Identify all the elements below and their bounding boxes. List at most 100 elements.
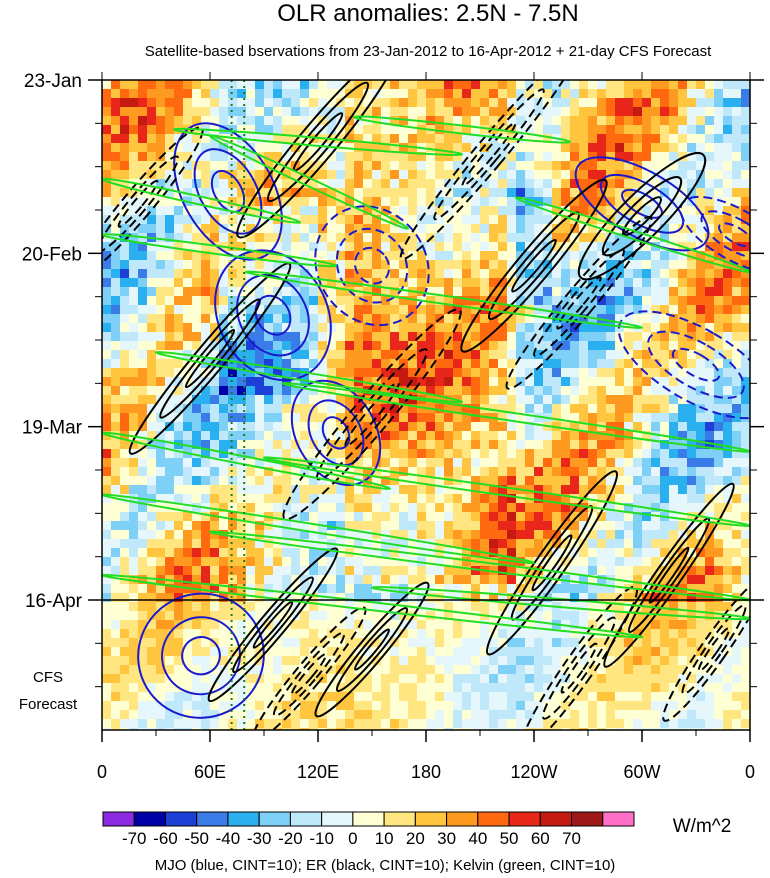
olr-cell [201,620,211,630]
olr-cell [579,440,589,450]
olr-cell [354,125,364,135]
olr-cell [219,575,229,585]
olr-cell [246,521,256,531]
olr-cell [102,584,112,594]
olr-cell [264,557,274,567]
olr-cell [327,647,337,657]
olr-cell [597,206,607,216]
olr-cell [687,413,697,423]
olr-cell [390,503,400,513]
olr-cell [219,386,229,396]
olr-cell [444,422,454,432]
olr-cell [606,233,616,243]
olr-cell [228,620,238,630]
olr-cell [579,593,589,603]
olr-cell [174,494,184,504]
olr-cell [633,152,643,162]
olr-cell [246,179,256,189]
olr-cell [327,161,337,171]
olr-cell [183,386,193,396]
olr-cell [138,440,148,450]
olr-cell [642,530,652,540]
olr-cell [426,314,436,324]
olr-cell [165,116,175,126]
olr-cell [102,575,112,585]
olr-cell [174,314,184,324]
olr-cell [507,107,517,117]
olr-cell [723,476,733,486]
olr-cell [696,449,706,459]
olr-cell [633,188,643,198]
olr-cell [705,404,715,414]
olr-cell [525,377,535,387]
olr-cell [246,575,256,585]
olr-cell [660,467,670,477]
olr-cell [138,557,148,567]
olr-cell [633,89,643,99]
olr-cell [147,116,157,126]
olr-cell [336,566,346,576]
olr-cell [174,332,184,342]
olr-cell [561,359,571,369]
olr-cell [399,269,409,279]
olr-cell [723,278,733,288]
olr-cell [732,197,742,207]
olr-cell [354,296,364,306]
olr-cell [507,431,517,441]
olr-cell [381,692,391,702]
olr-cell [516,350,526,360]
olr-cell [228,80,238,90]
olr-cell [291,602,301,612]
olr-cell [705,350,715,360]
olr-cell [336,422,346,432]
olr-cell [597,161,607,171]
olr-cell [345,188,355,198]
olr-cell [714,170,724,180]
olr-cell [678,179,688,189]
olr-cell [372,116,382,126]
olr-cell [255,125,265,135]
olr-cell [471,125,481,135]
olr-cell [201,476,211,486]
olr-cell [678,413,688,423]
olr-cell [264,143,274,153]
olr-cell [651,638,661,648]
olr-cell [417,665,427,675]
olr-cell [489,296,499,306]
olr-cell [372,467,382,477]
olr-cell [516,674,526,684]
olr-cell [111,80,121,90]
olr-cell [147,305,157,315]
olr-cell [516,692,526,702]
olr-cell [120,278,130,288]
olr-cell [606,665,616,675]
olr-cell [390,206,400,216]
olr-cell [300,404,310,414]
olr-cell [336,413,346,423]
olr-cell [129,476,139,486]
olr-cell [741,314,750,324]
olr-cell [210,530,220,540]
olr-cell [633,107,643,117]
olr-cell [165,611,175,621]
olr-cell [210,575,220,585]
olr-cell [435,89,445,99]
olr-cell [552,656,562,666]
olr-cell [507,683,517,693]
olr-cell [579,638,589,648]
olr-cell [642,269,652,279]
olr-cell [615,566,625,576]
olr-cell [714,161,724,171]
olr-cell [291,539,301,549]
olr-cell [426,341,436,351]
olr-cell [723,179,733,189]
olr-cell [435,674,445,684]
olr-cell [219,395,229,405]
olr-cell [381,170,391,180]
olr-cell [138,422,148,432]
olr-cell [462,170,472,180]
olr-cell [687,638,697,648]
olr-cell [732,125,742,135]
olr-cell [300,251,310,261]
olr-cell [102,476,112,486]
